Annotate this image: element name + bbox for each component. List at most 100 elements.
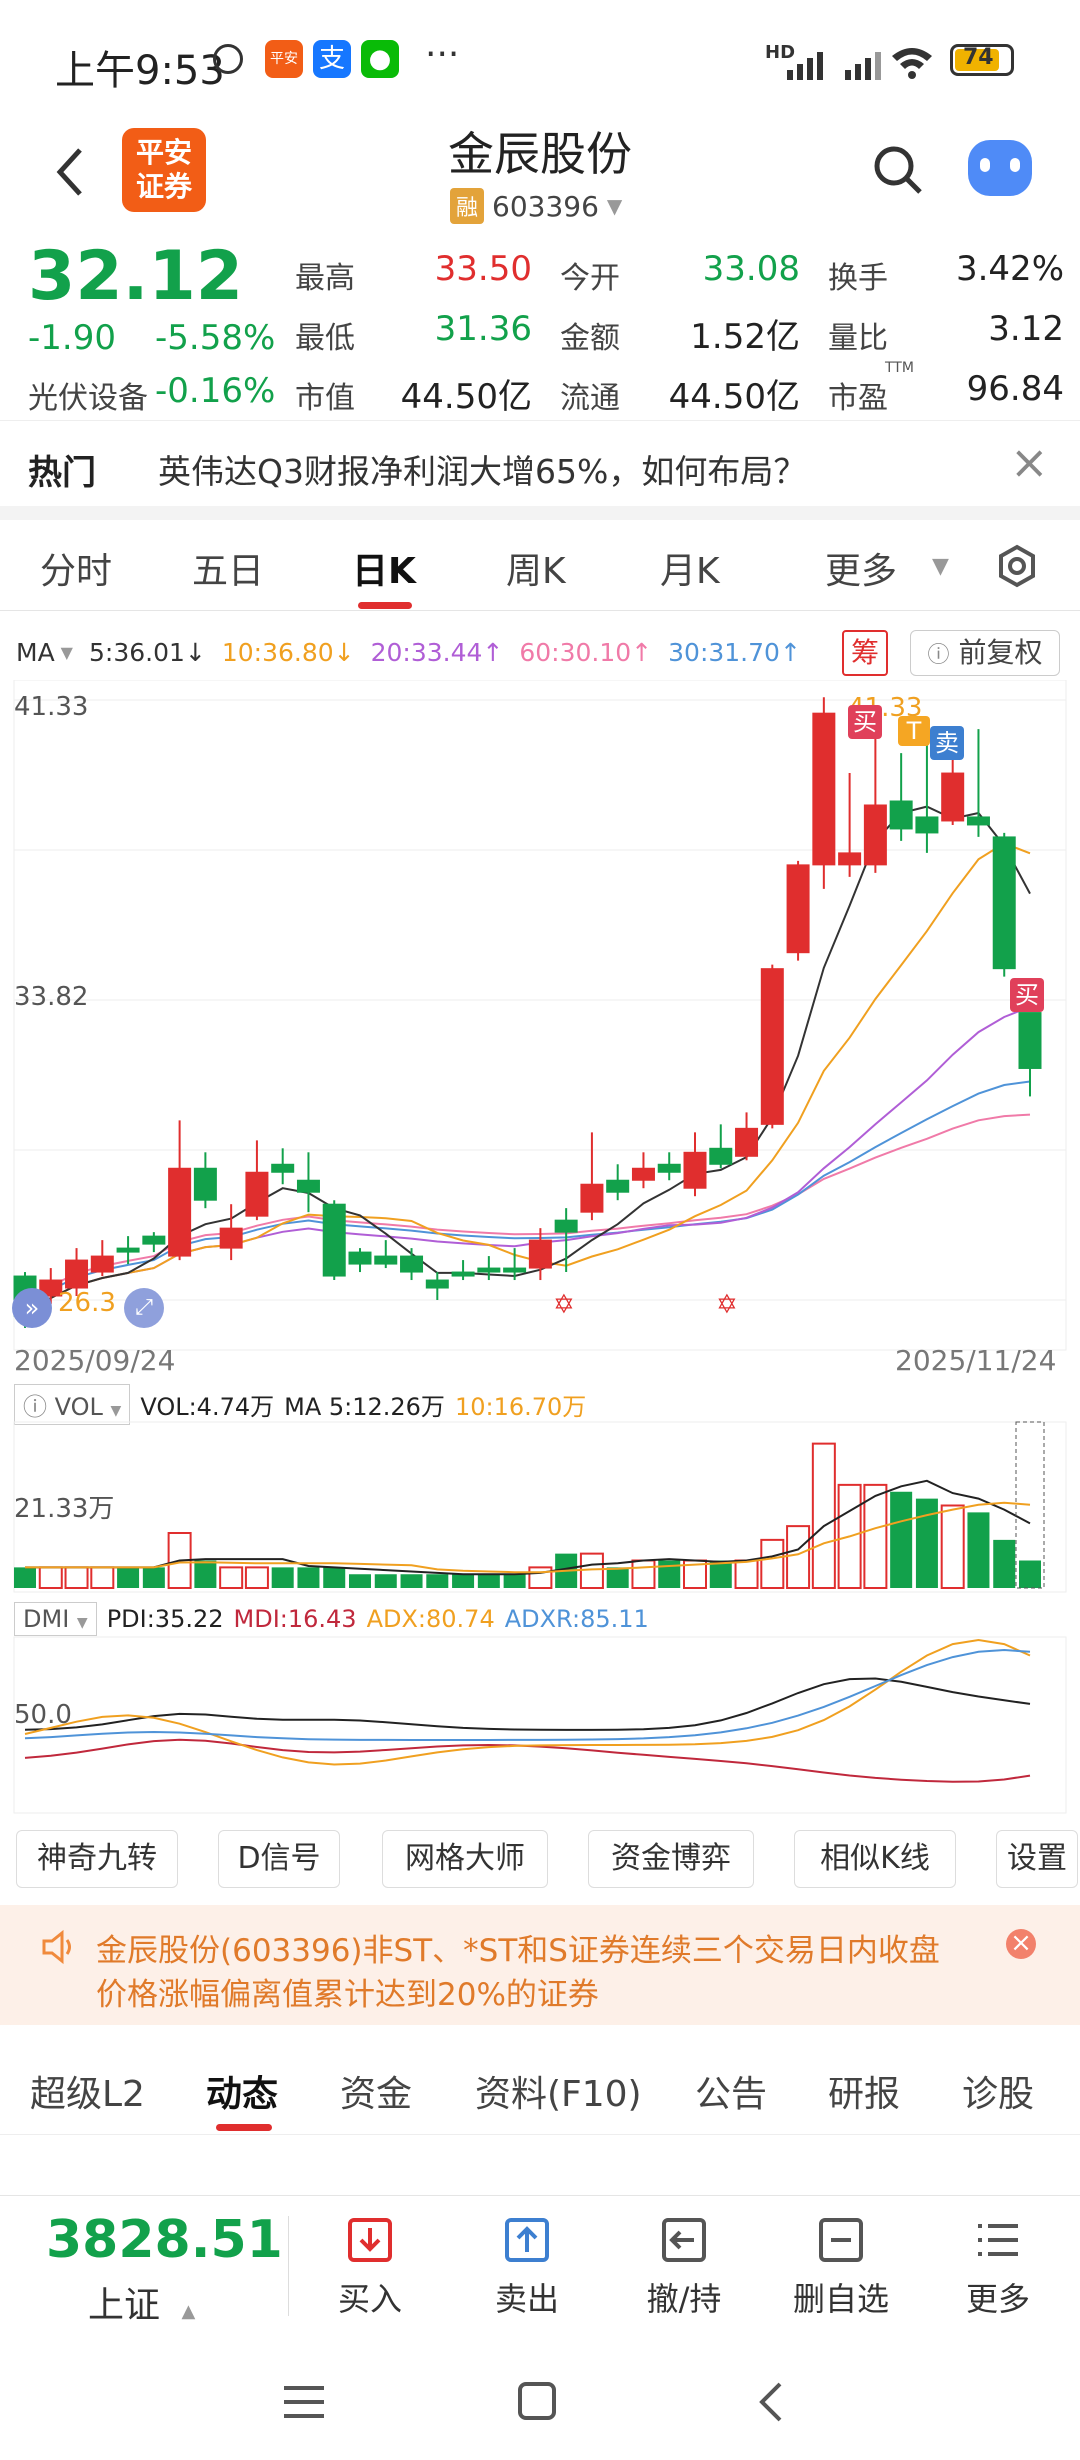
candle-body — [709, 1147, 733, 1165]
more-button[interactable]: 更多 — [928, 2216, 1068, 2320]
candle-body — [812, 712, 836, 866]
fund-game-button[interactable]: 资金博弈 — [588, 1830, 754, 1888]
tab-funds[interactable]: 资金 — [340, 2074, 413, 2115]
kline-chart[interactable] — [0, 680, 1080, 1360]
sell-button[interactable]: 卖出 — [457, 2216, 597, 2320]
similar-kline-button[interactable]: 相似K线 — [794, 1830, 956, 1888]
cancel-icon — [662, 2218, 706, 2262]
date-end: 2025/11/24 — [895, 1344, 1057, 1377]
dmi-mdi: MDI:16.43 — [233, 1605, 357, 1633]
tab-intraday[interactable]: 分时 — [40, 551, 113, 592]
dmi-selector[interactable]: DMI ▼ — [14, 1602, 97, 1636]
info-tabs: 超级L2 动态 资金 资料(F10) 公告 研报 诊股 — [0, 2040, 1080, 2140]
chip-button[interactable]: 筹 — [842, 630, 888, 676]
candle-body — [271, 1163, 295, 1173]
ma20-line — [24, 1005, 1031, 1317]
tab-research[interactable]: 研报 — [828, 2074, 901, 2115]
buy-button[interactable]: 买入 — [300, 2216, 440, 2320]
volume-bar — [219, 1566, 244, 1589]
cancel-hold-button[interactable]: 撤/持 — [614, 2216, 754, 2320]
tab-more[interactable]: 更多 — [825, 551, 898, 592]
vol-legend[interactable]: ⓘ VOL ▼ VOL:4.74万 MA 5:12.26万 10:16.70万 — [14, 1384, 586, 1425]
stock-code-selector[interactable]: 融 603396 ▼ — [450, 188, 622, 224]
expand-left-icon[interactable]: » — [12, 1288, 52, 1328]
tab-announcements[interactable]: 公告 — [695, 2074, 768, 2115]
ma-legend[interactable]: MA ▼ 5:36.01↓ 10:36.80↓ 20:33.44↑ 60:30.… — [16, 638, 801, 667]
menu-icon[interactable] — [282, 2384, 326, 2420]
tab-news[interactable]: 动态 — [206, 2074, 279, 2115]
grid-master-button[interactable]: 网格大师 — [382, 1830, 548, 1888]
candle-body — [992, 836, 1016, 970]
fullscreen-icon[interactable]: ⤢ — [124, 1288, 164, 1328]
back-icon[interactable] — [756, 2380, 786, 2424]
dmi-chart[interactable] — [0, 1635, 1080, 1815]
candle-body — [580, 1183, 604, 1213]
candle-body — [142, 1235, 166, 1245]
candle-body — [400, 1255, 424, 1273]
candle-body — [425, 1279, 449, 1289]
signal-sell: 卖 — [930, 726, 964, 760]
volume-bar — [709, 1560, 732, 1588]
candle-body — [863, 804, 887, 866]
amount-value: 1.52亿 — [690, 317, 800, 357]
logo-line2: 证券 — [135, 170, 192, 203]
candle-body — [683, 1151, 707, 1189]
vol-axis-label: 21.33万 — [14, 1494, 115, 1524]
logo-line1: 平安 — [135, 136, 192, 169]
selection-box — [1015, 1421, 1045, 1589]
hot-news-text[interactable]: 英伟达Q3财报净利润大增65%，如何布局？ — [158, 452, 807, 491]
magic-nine-button[interactable]: 神奇九转 — [16, 1830, 178, 1888]
sell-icon — [505, 2218, 549, 2262]
tab-f10[interactable]: 资料(F10) — [475, 2074, 642, 2115]
back-arrow-icon[interactable] — [48, 142, 92, 202]
candle-body — [631, 1167, 655, 1181]
dmi-legend[interactable]: DMI ▼ PDI:35.22 MDI:16.43 ADX:80.74 ADXR… — [14, 1602, 649, 1636]
candle-body — [477, 1267, 501, 1273]
candle-body — [348, 1251, 372, 1265]
chevron-down-icon: ▼ — [76, 1615, 88, 1631]
chevron-down-icon: ▼ — [606, 194, 623, 218]
risk-notice[interactable]: 金辰股份(603396)非ST、*ST和S证券连续三个交易日内收盘 价格涨幅偏离… — [0, 1905, 1080, 2025]
tab-monthly-k[interactable]: 月K — [660, 551, 720, 592]
ma-label[interactable]: MA — [16, 638, 55, 667]
close-icon[interactable]: × — [1010, 435, 1049, 489]
kline-tabs: 分时 五日 日K 周K 月K 更多 ▼ — [0, 520, 1080, 611]
active-tab-indicator — [358, 602, 412, 609]
signal-icon — [787, 52, 881, 80]
star-marker-icon: ✡ — [716, 1290, 738, 1320]
settings-button[interactable]: 设置 — [996, 1830, 1078, 1888]
tab-diagnosis[interactable]: 诊股 — [962, 2074, 1035, 2115]
index-value[interactable]: 3828.51 — [46, 2210, 283, 2270]
float-value: 44.50亿 — [668, 377, 800, 417]
hot-news-bar[interactable]: 热门 英伟达Q3财报净利润大增65%，如何布局？ × — [0, 420, 1080, 511]
broker-logo: 平安 证券 — [122, 128, 206, 212]
robot-assistant-icon[interactable] — [968, 140, 1032, 196]
home-icon[interactable] — [518, 2382, 556, 2420]
sell-label: 卖出 — [494, 2280, 559, 2318]
candle-body — [503, 1267, 527, 1273]
gear-icon[interactable] — [995, 544, 1039, 588]
chevron-up-icon: ▲ — [181, 2301, 196, 2322]
tab-five-day[interactable]: 五日 — [192, 551, 265, 592]
y-axis-low: 26.3 — [58, 1288, 116, 1318]
volume-chart[interactable] — [0, 1420, 1080, 1595]
volume-bar — [297, 1567, 320, 1588]
candle-body — [966, 816, 990, 826]
vol-selector[interactable]: ⓘ VOL ▼ — [14, 1384, 131, 1425]
index-name[interactable]: 上证 ▲ — [88, 2276, 195, 2328]
trade-bar: 3828.51 上证 ▲ 买入 卖出 撤/持 删自选 更多 — [0, 2195, 1080, 2341]
sector-name[interactable]: 光伏设备 — [28, 381, 148, 416]
close-icon[interactable]: × — [1006, 1929, 1036, 1959]
remove-watchlist-button[interactable]: 删自选 — [771, 2216, 911, 2320]
search-icon[interactable] — [870, 142, 926, 198]
adjust-button[interactable]: ⓘ 前复权 — [910, 630, 1060, 676]
candle-body — [606, 1179, 630, 1193]
d-signal-button[interactable]: D信号 — [218, 1830, 340, 1888]
tab-weekly-k[interactable]: 周K — [506, 551, 566, 592]
candle-body — [735, 1127, 759, 1157]
signal-t: T — [898, 716, 930, 746]
tab-daily-k[interactable]: 日K — [352, 551, 416, 592]
mcap-label: 市值 — [295, 381, 355, 416]
pingan-app-icon: 平安 — [265, 40, 303, 78]
tab-super-l2[interactable]: 超级L2 — [30, 2074, 145, 2115]
